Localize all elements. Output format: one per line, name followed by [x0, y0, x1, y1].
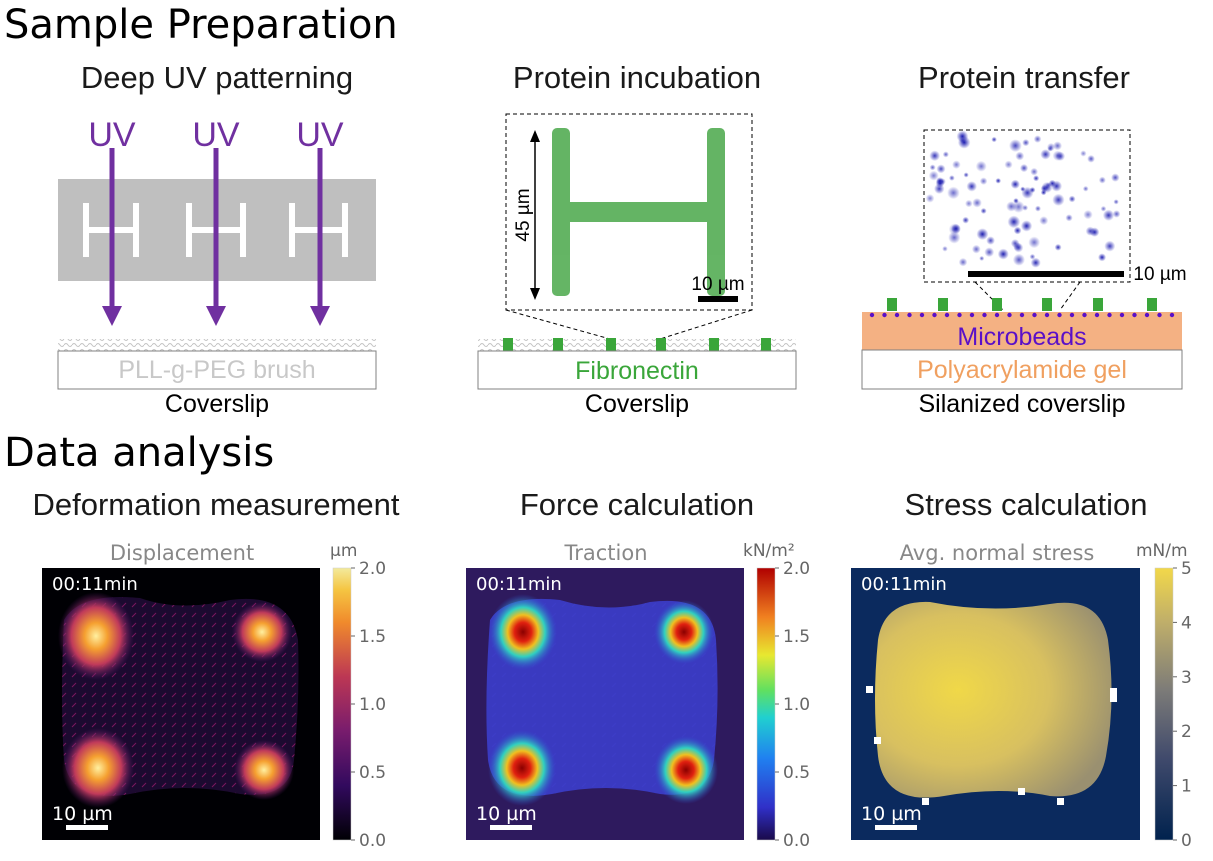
- displacement-plot-title: Displacement: [110, 541, 254, 565]
- traction-scalebar: [490, 825, 532, 830]
- transferred-fibronectin: [887, 298, 1157, 311]
- traction-hotspot-bottom-right: [654, 736, 718, 804]
- colorbar-tick-label: 1: [1181, 777, 1192, 797]
- coverslip-label-1: Coverslip: [165, 390, 269, 418]
- traction-scalebar-label: 10 µm: [476, 803, 537, 825]
- hotspot-top-left: [58, 592, 134, 680]
- stress-markers: [866, 686, 1117, 805]
- coverslip-2: [477, 350, 797, 390]
- coverslip-label-2: Coverslip: [585, 390, 689, 418]
- displacement-colorbar-unit: µm: [330, 541, 357, 561]
- incubation-title: Protein incubation: [513, 60, 761, 95]
- scalebar-transfer: [968, 271, 1124, 277]
- traction-hotspot-bottom-left: [488, 730, 556, 806]
- scalebar-transfer-label: 10 µm: [1133, 264, 1186, 285]
- colorbar-tick-label: 2.0: [359, 559, 386, 579]
- traction-colorbar: [756, 567, 776, 841]
- colorbar-tick-label: 1.5: [783, 627, 810, 647]
- gel-surface: [862, 312, 1182, 350]
- dimension-arrow: [530, 130, 540, 300]
- section-title-data-analysis: Data analysis: [4, 430, 274, 476]
- stress-plot-title: Avg. normal stress: [900, 541, 1095, 565]
- hotspot-bottom-right: [234, 740, 294, 800]
- colorbar-tick-label: 0.0: [359, 831, 386, 851]
- silanized-coverslip: [861, 349, 1183, 390]
- surface-microbeads: [869, 312, 1175, 318]
- traction-hotspot-top-right: [654, 600, 714, 664]
- stress-scalebar: [875, 825, 917, 830]
- colorbar-tick-label: 0.5: [359, 763, 386, 783]
- colorbar-tick-label: 2.0: [783, 559, 810, 579]
- hotspot-top-right: [232, 602, 292, 662]
- traction-timestamp: 00:11min: [476, 574, 562, 595]
- colorbar-tick-label: 4: [1181, 613, 1192, 633]
- displacement-timestamp: 00:11min: [52, 574, 138, 595]
- deformation-title: Deformation measurement: [33, 487, 400, 522]
- fibronectin-spots: [503, 338, 771, 351]
- colorbar-tick-label: 3: [1181, 668, 1192, 688]
- colorbar-tick-label: 0.0: [783, 831, 810, 851]
- stress-scalebar-label: 10 µm: [861, 803, 922, 825]
- traction-plot-title: Traction: [563, 541, 647, 565]
- patterning-panel: Deep UV patterning UV UV UV PLL-g-PEG br…: [57, 60, 377, 418]
- traction-hotspot-top-left: [489, 594, 557, 670]
- uv-label-1: UV: [88, 116, 136, 154]
- dimension-label: 45 µm: [513, 188, 534, 241]
- microbead-image: [925, 130, 1121, 268]
- inset-zoom-lines: [505, 309, 753, 340]
- uv-label-2: UV: [192, 116, 240, 154]
- stress-colorbar: [1154, 567, 1174, 841]
- stress-colorbar-unit: mN/m: [1136, 541, 1188, 561]
- scalebar-incubation-label: 10 µm: [691, 274, 744, 295]
- displacement-colorbar-ticks: 2.0 1.5 1.0 0.5 0.0: [351, 559, 386, 851]
- scalebar-incubation: [698, 296, 738, 302]
- colorbar-tick-label: 2: [1181, 722, 1192, 742]
- displacement-scalebar: [66, 825, 108, 830]
- colorbar-tick-label: 5: [1181, 559, 1192, 579]
- incubation-panel: Protein incubation 45 µm 10 µm Fibronect…: [477, 60, 797, 418]
- peg-brush-layer-2: [478, 339, 796, 351]
- coverslip-1: [57, 350, 377, 390]
- section-title-sample-preparation: Sample Preparation: [4, 2, 398, 48]
- displacement-colorbar: [332, 567, 352, 841]
- microbeads-label: Microbeads: [957, 323, 1086, 351]
- colorbar-tick-label: 1.5: [359, 627, 386, 647]
- transfer-zoom-lines: [974, 281, 1081, 311]
- uv-label-3: UV: [296, 116, 344, 154]
- colorbar-tick-label: 0.5: [783, 763, 810, 783]
- colorbar-tick-label: 1.0: [359, 695, 386, 715]
- uv-arrows: [102, 148, 330, 326]
- gel-label: Polyacrylamide gel: [917, 356, 1127, 384]
- stress-title: Stress calculation: [905, 487, 1148, 522]
- coverslip-label-3: Silanized coverslip: [918, 390, 1125, 418]
- fibronectin-h-pattern: [552, 128, 725, 296]
- stress-panel: Stress calculation Avg. normal stress 00…: [851, 487, 1192, 851]
- peg-brush-layer: [58, 339, 376, 351]
- force-title: Force calculation: [520, 487, 754, 522]
- colorbar-tick-label: 0: [1181, 831, 1192, 851]
- stress-timestamp: 00:11min: [861, 574, 947, 595]
- force-panel: Force calculation Traction 00:11min 10 µ…: [466, 487, 810, 851]
- brush-label: PLL-g-PEG brush: [118, 356, 315, 384]
- hotspot-bottom-left: [62, 728, 134, 808]
- displacement-scalebar-label: 10 µm: [52, 803, 113, 825]
- traction-colorbar-ticks: 2.0 1.5 1.0 0.5 0.0: [775, 559, 810, 851]
- transfer-panel: Protein transfer 10 µm Microbeads Polyac…: [861, 60, 1187, 418]
- fibronectin-label: Fibronectin: [575, 357, 699, 385]
- transfer-title: Protein transfer: [918, 60, 1130, 95]
- stress-field: [875, 601, 1112, 798]
- traction-colorbar-unit: kN/m²: [743, 541, 795, 561]
- patterning-title: Deep UV patterning: [81, 60, 353, 95]
- deformation-panel: Deformation measurement Displacement 00:…: [33, 487, 400, 851]
- stress-colorbar-ticks: 5 4 3 2 1 0: [1173, 559, 1192, 851]
- colorbar-tick-label: 1.0: [783, 695, 810, 715]
